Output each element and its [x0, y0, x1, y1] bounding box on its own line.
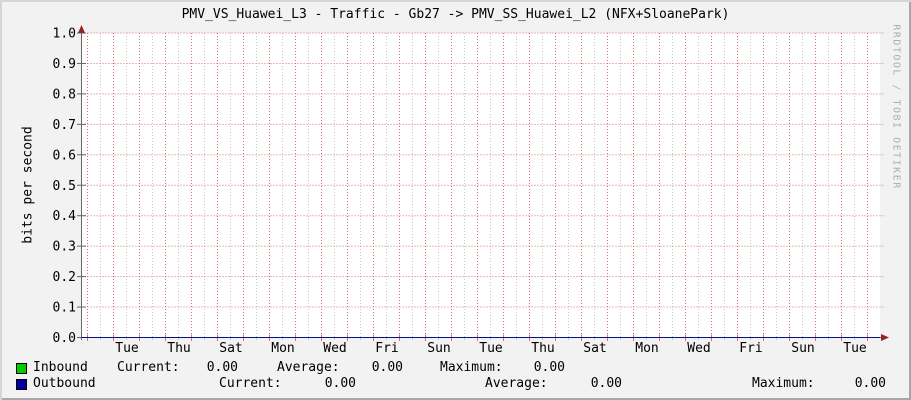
- y-axis-arrow: [78, 25, 85, 33]
- x-tick-label: Sat: [219, 341, 242, 356]
- legend-row-outbound: Outbound Current: 0.00 Average: 0.00 Max…: [0, 376, 911, 392]
- x-tick-label: Fri: [739, 341, 762, 356]
- y-tick-label: 0.9: [53, 57, 76, 72]
- x-tick-label: Tue: [843, 341, 867, 356]
- x-axis-arrow: [881, 334, 889, 341]
- x-tick-label: Wed: [323, 341, 346, 356]
- y-tick-label: 0.6: [53, 148, 76, 163]
- legend-row-inbound: Inbound Current: 0.00 Average: 0.00 Maxi…: [0, 360, 911, 376]
- y-tick-label: 0.3: [53, 240, 76, 255]
- x-tick-label: Sun: [791, 341, 814, 356]
- y-tick-label: 1.0: [53, 27, 76, 42]
- x-tick-label: Mon: [635, 341, 658, 356]
- outbound-swatch: [16, 379, 27, 390]
- y-tick-label: 0.7: [53, 118, 76, 133]
- outbound-maximum-label: Maximum:: [752, 376, 815, 391]
- inbound-maximum-label: Maximum:: [440, 360, 503, 375]
- x-tick-label: Tue: [115, 341, 139, 356]
- x-tick-label: Tue: [479, 341, 503, 356]
- x-tick-label: Thu: [531, 341, 554, 356]
- inbound-swatch: [16, 363, 27, 374]
- outbound-current-label: Current:: [219, 376, 282, 391]
- y-tick-label: 0.4: [53, 209, 77, 224]
- x-tick-label: Mon: [271, 341, 294, 356]
- inbound-current-label: Current:: [117, 360, 180, 375]
- x-tick-label: Fri: [375, 341, 398, 356]
- y-tick-label: 0.5: [53, 179, 76, 194]
- graph-title: PMV_VS_Huawei_L3 - Traffic - Gb27 -> PMV…: [181, 7, 730, 22]
- inbound-maximum-value: 0.00: [533, 360, 565, 375]
- outbound-average-value: 0.00: [590, 376, 622, 391]
- x-tick-label: Thu: [167, 341, 190, 356]
- y-tick-label: 0.8: [53, 87, 76, 102]
- x-tick-label: Sun: [427, 341, 450, 356]
- y-tick-label: 0.2: [53, 270, 76, 285]
- y-tick-label: 0.0: [53, 331, 76, 346]
- y-tick-label: 0.1: [53, 301, 76, 316]
- outbound-maximum-value: 0.00: [854, 376, 886, 391]
- outbound-average-label: Average:: [485, 376, 548, 391]
- outbound-current-value: 0.00: [324, 376, 356, 391]
- inbound-series-label: Inbound: [33, 360, 88, 375]
- outbound-series-label: Outbound: [33, 376, 96, 391]
- x-tick-label: Wed: [687, 341, 710, 356]
- inbound-average-label: Average:: [277, 360, 340, 375]
- x-tick-label: Sat: [583, 341, 606, 356]
- inbound-average-value: 0.00: [371, 360, 403, 375]
- inbound-current-value: 0.00: [206, 360, 238, 375]
